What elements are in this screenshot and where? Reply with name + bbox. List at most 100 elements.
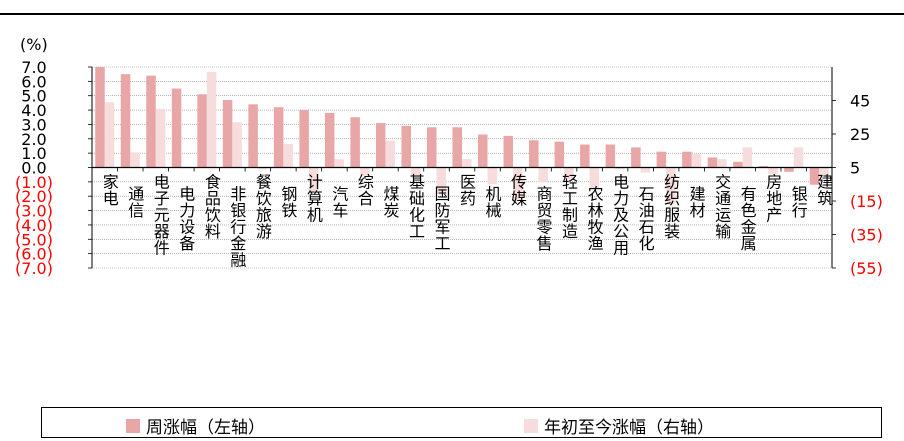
bar-ytd <box>717 159 727 168</box>
bar-ytd <box>155 108 166 168</box>
left-tick-label: 4.0 <box>21 101 46 120</box>
category-label: 钢铁 <box>281 185 297 221</box>
left-tick-label: 7.0 <box>21 58 46 77</box>
bar-ytd <box>130 152 140 168</box>
left-tick-label: (7.0) <box>15 259 53 278</box>
right-tick-label: 5 <box>850 159 860 178</box>
category-label: 电力及公用 <box>613 173 629 258</box>
bar-ytd <box>615 167 625 170</box>
category-label: 房地产 <box>766 173 782 225</box>
bar-weekly <box>171 88 182 168</box>
category-label: 国防军工 <box>434 185 450 254</box>
bar-weekly <box>631 147 641 168</box>
bar-weekly <box>120 74 131 168</box>
bar-weekly <box>605 144 616 168</box>
legend: 周涨幅（左轴） 年初至今涨幅（右轴） <box>41 407 882 438</box>
bar-weekly <box>503 135 514 168</box>
bar-weekly <box>656 151 667 168</box>
legend-label-weekly: 周涨幅（左轴） <box>146 418 265 438</box>
bar-ytd <box>564 167 574 180</box>
category-label: 基础化工 <box>409 173 425 242</box>
left-tick-label: 3.0 <box>21 115 46 134</box>
category-label: 有色金属 <box>741 185 757 254</box>
category-label: 通信 <box>128 185 144 221</box>
bar-ytd <box>538 167 549 183</box>
bar-weekly <box>426 127 437 168</box>
left-tick-label: (2.0) <box>15 187 53 206</box>
category-label: 食品饮料 <box>205 173 221 242</box>
bar-weekly <box>707 157 718 168</box>
bar-ytd <box>410 167 421 178</box>
bar-weekly <box>580 144 590 168</box>
bar-weekly <box>299 110 309 168</box>
bar-ytd <box>206 72 217 168</box>
bar-weekly <box>784 167 794 172</box>
legend-swatch-weekly <box>126 418 140 433</box>
bar-ytd <box>436 167 446 195</box>
bar-ytd <box>768 167 778 175</box>
category-label: 非银行金融 <box>230 185 246 270</box>
right-tick-label: (35) <box>850 226 883 245</box>
bar-ytd <box>334 159 344 168</box>
bar-weekly <box>733 161 743 168</box>
left-tick-label: 1.0 <box>21 144 46 163</box>
left-tick-label: 6.0 <box>21 72 46 91</box>
left-tick-label: (5.0) <box>15 230 53 249</box>
category-label: 轻工制造 <box>562 173 578 242</box>
bar-weekly <box>95 67 105 168</box>
category-label: 商贸零售 <box>537 185 553 254</box>
bar-ytd <box>104 102 115 168</box>
category-label: 建筑 <box>817 173 833 209</box>
bar-weekly <box>324 112 335 168</box>
left-tick-label: 2.0 <box>21 130 46 149</box>
y-unit-label: (%) <box>20 35 48 54</box>
bar-weekly <box>146 75 156 168</box>
bar-ytd <box>487 167 498 185</box>
legend-label-ytd: 年初至今涨幅（右轴） <box>544 418 714 438</box>
bar-weekly <box>375 122 386 168</box>
right-tick-label: 45 <box>850 92 870 111</box>
left-tick-label: (3.0) <box>15 202 53 221</box>
bar-weekly <box>478 134 488 168</box>
bar-weekly <box>554 141 565 168</box>
left-tick-label: 0.0 <box>21 159 46 178</box>
bar-weekly <box>758 166 769 168</box>
legend-item-weekly: 周涨幅（左轴） <box>126 413 265 438</box>
bar-weekly <box>682 151 692 168</box>
category-label: 农林牧渔 <box>588 185 604 254</box>
bar-ytd <box>640 167 651 173</box>
bar-ytd <box>691 154 702 168</box>
category-label: 餐饮旅游 <box>256 173 272 242</box>
left-tick-label: (1.0) <box>15 173 53 192</box>
bar-ytd <box>513 167 523 201</box>
bar-weekly <box>809 167 820 185</box>
bar-ytd <box>359 167 370 176</box>
right-tick-label: (15) <box>850 192 883 211</box>
category-label: 家电 <box>103 173 119 209</box>
left-tick-label: (4.0) <box>15 216 53 235</box>
right-tick-label: 25 <box>850 125 870 144</box>
bar-ytd <box>462 159 472 168</box>
bar-weekly <box>273 107 284 168</box>
category-label: 医药 <box>460 173 476 209</box>
bar-ytd <box>589 167 600 190</box>
category-label: 传媒 <box>511 173 527 209</box>
legend-item-ytd: 年初至今涨幅（右轴） <box>524 413 714 438</box>
category-label: 机械 <box>486 185 502 221</box>
category-label: 计算机 <box>307 173 323 225</box>
bar-weekly <box>197 94 207 168</box>
bar-ytd <box>385 140 395 168</box>
category-label: 建材 <box>690 185 706 221</box>
category-label: 煤炭 <box>383 185 399 221</box>
category-label: 电子元器件 <box>154 173 170 258</box>
bar-weekly <box>222 100 233 168</box>
bar-ytd <box>283 144 293 168</box>
bar-ytd <box>742 147 753 168</box>
category-label: 交通运输 <box>715 173 731 242</box>
bar-weekly <box>452 127 462 168</box>
legend-swatch-ytd <box>524 418 538 433</box>
right-tick-label: (55) <box>850 259 883 278</box>
category-label: 汽车 <box>332 185 348 221</box>
bar-ytd <box>308 167 319 191</box>
left-tick-label: (6.0) <box>15 245 53 264</box>
